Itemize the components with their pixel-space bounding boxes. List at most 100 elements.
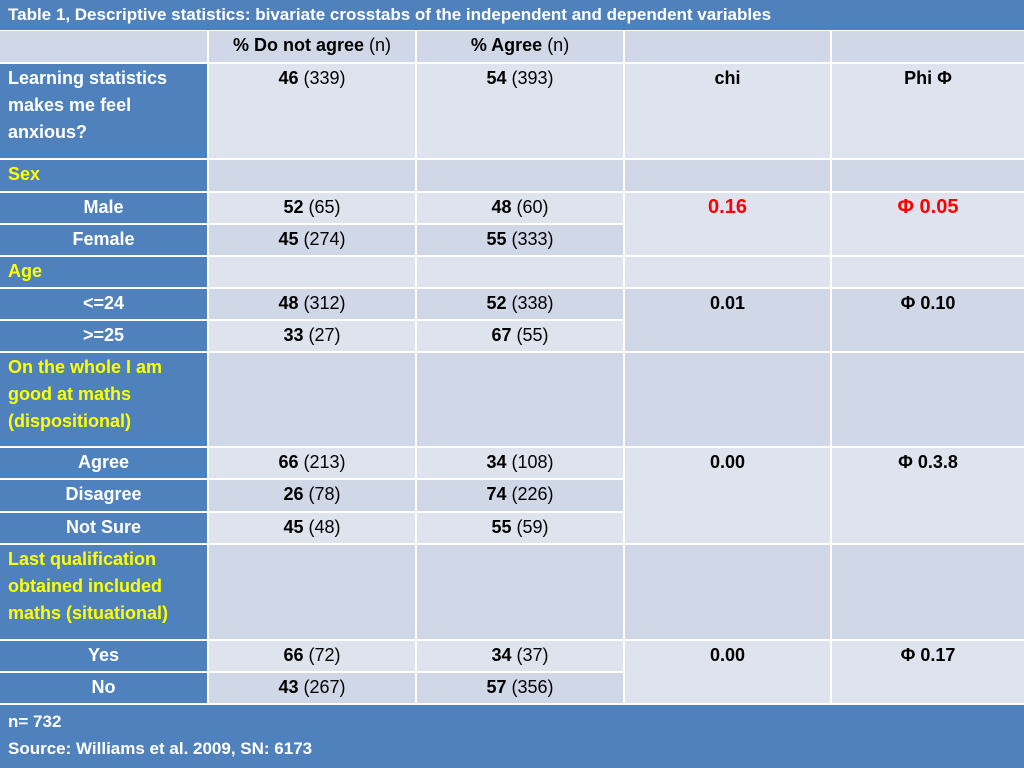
- table-footer: n= 732 Source: Williams et al. 2009, SN:…: [0, 705, 1024, 768]
- sample-size-note: n= 732: [8, 712, 62, 731]
- header-agree-label: % Agree: [470, 35, 543, 55]
- female-agr-n: (333): [511, 229, 554, 249]
- dependent-dis-n: (339): [303, 68, 346, 88]
- notsure-agr-pct: 55: [491, 517, 512, 537]
- header-agree: % Agree (n): [417, 31, 623, 62]
- row-label-female: Female: [0, 225, 207, 255]
- header-empty-cell-phi: [832, 31, 1024, 62]
- notsure-dis-n: (48): [308, 517, 341, 537]
- section-qual-blank: [832, 545, 1024, 639]
- age25-dis-n: (27): [308, 325, 341, 345]
- no-agr-pct: 57: [486, 677, 507, 697]
- no-agree: 57 (356): [417, 673, 623, 703]
- disagree-do-not-agree: 26 (78): [209, 480, 415, 511]
- no-agr-n: (356): [511, 677, 554, 697]
- maths-phi-value: Φ 0.3.8: [832, 448, 1024, 543]
- sex-chi-text: 0.16: [708, 196, 747, 218]
- agree-do-not-agree: 66 (213): [209, 448, 415, 478]
- section-age: Age: [0, 257, 207, 287]
- row-label-age-25: >=25: [0, 321, 207, 351]
- notsure-agree: 55 (59): [417, 513, 623, 543]
- age25-agree: 67 (55): [417, 321, 623, 351]
- age24-agr-n: (338): [511, 293, 554, 313]
- disagree-dis-n: (78): [308, 484, 341, 504]
- row-label-age-24: <=24: [0, 289, 207, 319]
- sex-chi-value: 0.16: [625, 193, 830, 255]
- notsure-dis-pct: 45: [283, 517, 304, 537]
- agree-dis-n: (213): [303, 452, 346, 472]
- section-maths-dispositional: On the whole I am good at maths (disposi…: [0, 353, 207, 446]
- female-dis-pct: 45: [278, 229, 299, 249]
- section-maths-blank: [417, 353, 623, 446]
- male-agr-pct: 48: [491, 197, 512, 217]
- qual-phi-value: Φ 0.17: [832, 641, 1024, 703]
- row-label-male: Male: [0, 193, 207, 223]
- female-agr-pct: 55: [486, 229, 507, 249]
- phi-column-heading: Phi Φ: [832, 64, 1024, 158]
- dependent-dis-pct: 46: [278, 68, 299, 88]
- row-label-yes: Yes: [0, 641, 207, 671]
- section-age-blank: [832, 257, 1024, 287]
- dependent-do-not-agree: 46 (339): [209, 64, 415, 158]
- section-age-blank: [209, 257, 415, 287]
- male-do-not-agree: 52 (65): [209, 193, 415, 223]
- age24-agree: 52 (338): [417, 289, 623, 319]
- section-qual-blank: [625, 545, 830, 639]
- age25-agr-n: (55): [516, 325, 549, 345]
- section-maths-blank: [625, 353, 830, 446]
- male-dis-pct: 52: [283, 197, 304, 217]
- dependent-agr-n: (393): [511, 68, 554, 88]
- section-qual-blank: [209, 545, 415, 639]
- age24-do-not-agree: 48 (312): [209, 289, 415, 319]
- notsure-do-not-agree: 45 (48): [209, 513, 415, 543]
- header-agree-n: (n): [547, 35, 570, 55]
- yes-dis-n: (72): [308, 645, 341, 665]
- age24-agr-pct: 52: [486, 293, 507, 313]
- row-label-agree: Agree: [0, 448, 207, 478]
- yes-agr-n: (37): [516, 645, 549, 665]
- section-maths-blank: [832, 353, 1024, 446]
- header-do-not-agree-n: (n): [369, 35, 392, 55]
- agree-dis-pct: 66: [278, 452, 299, 472]
- header-empty-cell: [0, 31, 207, 62]
- dependent-variable-label: Learning statistics makes me feel anxiou…: [0, 64, 207, 158]
- section-sex-blank: [209, 160, 415, 191]
- header-empty-cell-chi: [625, 31, 830, 62]
- male-dis-n: (65): [308, 197, 341, 217]
- disagree-dis-pct: 26: [283, 484, 304, 504]
- source-citation: Source: Williams et al. 2009, SN: 6173: [8, 739, 313, 758]
- age24-dis-n: (312): [303, 293, 346, 313]
- age25-dis-pct: 33: [283, 325, 304, 345]
- male-agr-n: (60): [516, 197, 549, 217]
- dependent-agree: 54 (393): [417, 64, 623, 158]
- sex-phi-value: Φ 0.05: [832, 193, 1024, 255]
- section-age-blank: [625, 257, 830, 287]
- section-sex-blank: [832, 160, 1024, 191]
- female-dis-n: (274): [303, 229, 346, 249]
- disagree-agr-pct: 74: [486, 484, 507, 504]
- section-maths-blank: [209, 353, 415, 446]
- row-label-no: No: [0, 673, 207, 703]
- section-qualification-situational: Last qualification obtained included mat…: [0, 545, 207, 639]
- female-agree: 55 (333): [417, 225, 623, 255]
- qual-chi-value: 0.00: [625, 641, 830, 703]
- table-title: Table 1, Descriptive statistics: bivaria…: [0, 0, 1024, 30]
- agree-agr-n: (108): [511, 452, 554, 472]
- age-chi-value: 0.01: [625, 289, 830, 351]
- age-phi-value: Φ 0.10: [832, 289, 1024, 351]
- male-agree: 48 (60): [417, 193, 623, 223]
- row-label-disagree: Disagree: [0, 480, 207, 511]
- no-dis-n: (267): [303, 677, 346, 697]
- yes-do-not-agree: 66 (72): [209, 641, 415, 671]
- age25-do-not-agree: 33 (27): [209, 321, 415, 351]
- section-sex-blank: [625, 160, 830, 191]
- no-dis-pct: 43: [278, 677, 299, 697]
- row-label-not-sure: Not Sure: [0, 513, 207, 543]
- section-sex-blank: [417, 160, 623, 191]
- agree-agree: 34 (108): [417, 448, 623, 478]
- chi-column-heading: chi: [625, 64, 830, 158]
- sex-phi-text: Φ 0.05: [897, 196, 959, 218]
- yes-agr-pct: 34: [491, 645, 512, 665]
- section-sex: Sex: [0, 160, 207, 191]
